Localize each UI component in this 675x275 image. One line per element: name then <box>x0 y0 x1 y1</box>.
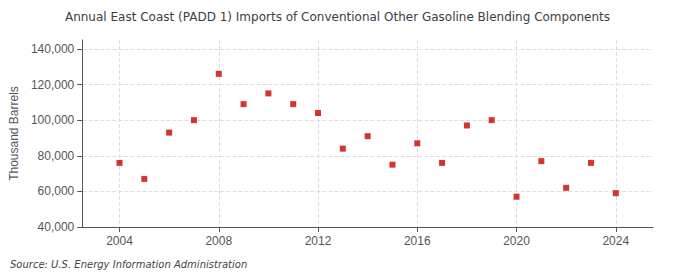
svg-text:80,000: 80,000 <box>38 149 75 163</box>
svg-text:2008: 2008 <box>205 234 232 248</box>
svg-text:60,000: 60,000 <box>38 184 75 198</box>
svg-text:2024: 2024 <box>602 234 629 248</box>
svg-text:2012: 2012 <box>305 234 332 248</box>
svg-text:140,000: 140,000 <box>31 42 75 56</box>
svg-text:100,000: 100,000 <box>31 113 75 127</box>
svg-text:Source: U.S. Energy Informatio: Source: U.S. Energy Information Administ… <box>10 259 247 270</box>
svg-text:Annual East Coast (PADD 1) Imp: Annual East Coast (PADD 1) Imports of Co… <box>65 10 610 24</box>
svg-text:Thousand Barrels: Thousand Barrels <box>7 86 21 181</box>
svg-text:40,000: 40,000 <box>38 220 75 234</box>
svg-text:120,000: 120,000 <box>31 78 75 92</box>
svg-text:2016: 2016 <box>404 234 431 248</box>
svg-text:2004: 2004 <box>106 234 133 248</box>
svg-text:2020: 2020 <box>503 234 530 248</box>
